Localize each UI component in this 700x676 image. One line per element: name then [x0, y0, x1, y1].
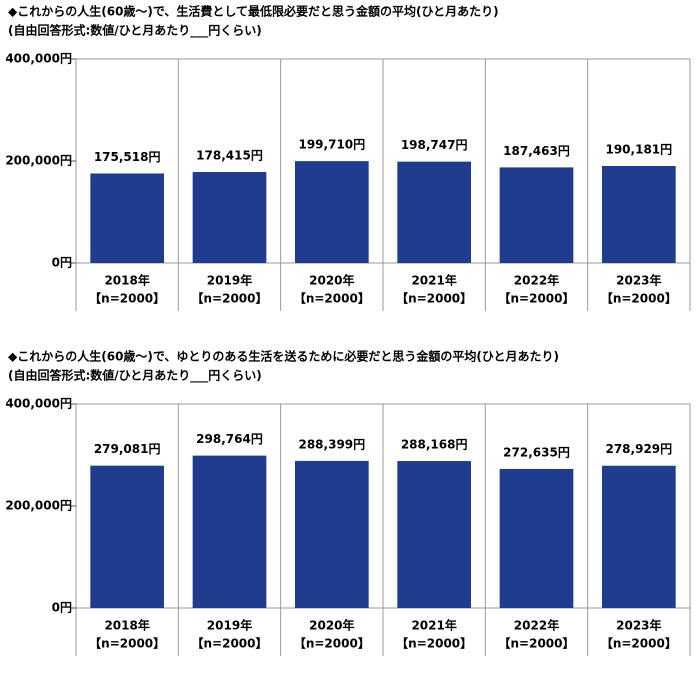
y-tick-label: 0円 [52, 601, 72, 615]
value-label: 279,081円 [94, 442, 161, 456]
sample-label: 【n=2000】 [601, 291, 677, 306]
value-label: 175,518円 [94, 150, 161, 164]
x-tick-label: 2018年 [104, 618, 149, 633]
sample-label: 【n=2000】 [396, 291, 472, 306]
bar [601, 465, 676, 608]
y-tick-label: 0円 [52, 256, 72, 270]
y-tick-label: 400,000円 [5, 397, 72, 411]
x-tick-label: 2022年 [514, 273, 559, 288]
sample-label: 【n=2000】 [294, 636, 370, 651]
value-label: 288,168円 [401, 438, 468, 452]
x-tick-label: 2022年 [514, 618, 559, 633]
value-label: 178,415円 [196, 149, 263, 163]
value-label: 198,747円 [401, 138, 468, 152]
x-tick-label: 2019年 [207, 273, 252, 288]
x-tick-label: 2021年 [411, 618, 456, 633]
value-label: 298,764円 [196, 432, 263, 446]
y-tick-label: 400,000円 [5, 52, 72, 66]
value-label: 288,399円 [298, 437, 365, 451]
bar [294, 460, 369, 608]
sample-label: 【n=2000】 [601, 636, 677, 651]
bar [192, 172, 267, 263]
value-label: 199,710円 [298, 138, 365, 152]
chart-subtitle: (自由回答形式:数値/ひと月あたり___円くらい) [8, 23, 262, 39]
value-label: 278,929円 [605, 442, 672, 456]
value-label: 190,181円 [605, 143, 672, 157]
bar [397, 161, 472, 263]
x-tick-label: 2023年 [616, 273, 661, 288]
x-tick-label: 2020年 [309, 618, 354, 633]
sample-label: 【n=2000】 [396, 636, 472, 651]
chart-title: ◆これからの人生(60歳～)で、ゆとりのある生活を送るために必要だと思う金額の平… [8, 349, 559, 364]
sample-label: 【n=2000】 [294, 291, 370, 306]
y-tick-label: 200,000円 [5, 154, 72, 168]
value-label: 272,635円 [503, 445, 570, 459]
x-tick-label: 2020年 [309, 273, 354, 288]
sample-label: 【n=2000】 [89, 291, 165, 306]
sample-label: 【n=2000】 [499, 291, 575, 306]
value-label: 187,463円 [503, 144, 570, 158]
bar [90, 173, 165, 263]
x-tick-label: 2023年 [616, 618, 661, 633]
chart-subtitle: (自由回答形式:数値/ひと月あたり___円くらい) [8, 368, 262, 384]
bar [192, 455, 267, 608]
sample-label: 【n=2000】 [499, 636, 575, 651]
bar [294, 161, 369, 263]
x-tick-label: 2021年 [411, 273, 456, 288]
chart-title: ◆これからの人生(60歳～)で、生活費として最低限必要だと思う金額の平均(ひと月… [8, 4, 499, 19]
sample-label: 【n=2000】 [89, 636, 165, 651]
y-tick-label: 200,000円 [5, 499, 72, 513]
bar [601, 166, 676, 263]
bar [499, 167, 574, 263]
bar [499, 468, 574, 608]
sample-label: 【n=2000】 [192, 636, 268, 651]
bar [397, 461, 472, 608]
sample-label: 【n=2000】 [192, 291, 268, 306]
x-tick-label: 2018年 [104, 273, 149, 288]
x-tick-label: 2019年 [207, 618, 252, 633]
bar [90, 465, 165, 608]
